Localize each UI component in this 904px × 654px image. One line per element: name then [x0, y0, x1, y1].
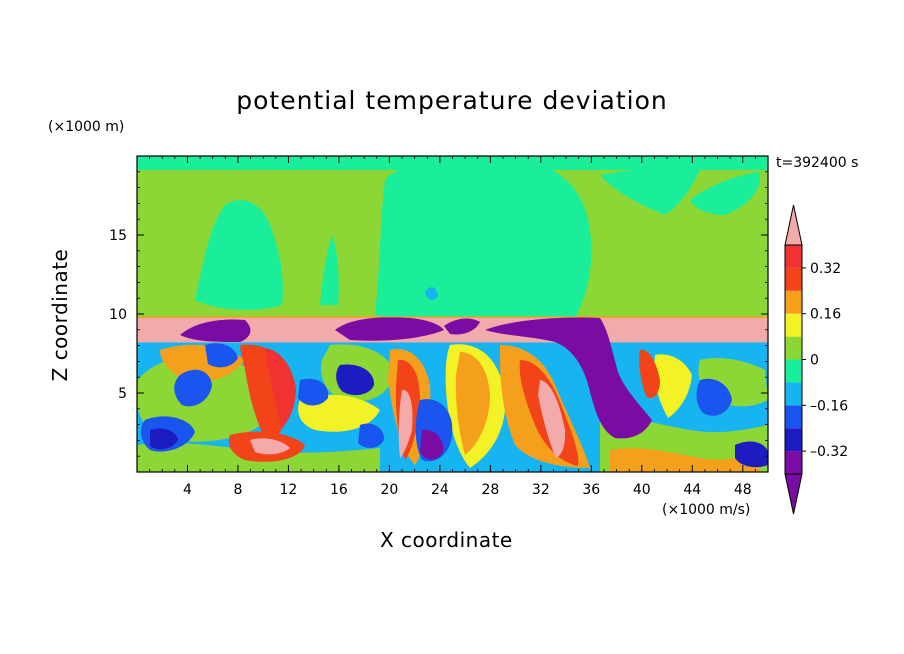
cold-anomaly [180, 319, 251, 342]
upper-plume [600, 167, 700, 215]
upper-plume [320, 235, 339, 305]
x-tick-label: 24 [431, 482, 449, 498]
x-axis-label: X coordinate [380, 528, 513, 552]
y-tick-label: 5 [118, 386, 127, 402]
colorbar-segment [785, 267, 802, 291]
cold-anomaly [358, 423, 385, 448]
upper-plume [690, 172, 761, 215]
cold-anomaly [174, 369, 212, 407]
cold-anomaly [298, 378, 329, 406]
x-tick-label: 20 [380, 482, 398, 498]
eddy-region [265, 348, 296, 428]
upper-plume [425, 287, 438, 301]
colorbar-segment [785, 313, 802, 337]
upper-plume [195, 200, 283, 310]
eddy-region [654, 354, 692, 418]
colorbar-extend-min [784, 473, 803, 515]
eddy-region [610, 448, 760, 472]
chart-title: potential temperature deviation [236, 86, 668, 115]
colorbar-label: 0.32 [810, 261, 841, 277]
colorbar-segment [785, 382, 802, 406]
colorbar-label: 0 [810, 353, 819, 369]
x-tick-label: 48 [734, 482, 752, 498]
x-tick-label: 32 [532, 482, 550, 498]
x-tick-label: 16 [330, 482, 348, 498]
colorbar-segment [785, 405, 802, 429]
colorbar-label: –0.32 [810, 444, 848, 460]
cold-anomaly [205, 343, 238, 368]
x-axis-unit: (×1000 m/s) [662, 502, 751, 518]
colorbar-segment [785, 336, 802, 360]
x-tick-label: 28 [481, 482, 499, 498]
timestamp-label: t=392400 s [776, 155, 859, 171]
eddy-region [398, 389, 413, 458]
colorbar-segment [785, 451, 802, 474]
cold-anomaly [735, 441, 768, 468]
eddy-region [455, 352, 490, 455]
cold-anomaly [485, 317, 652, 439]
cold-anomaly [336, 364, 375, 396]
colorbar-segment [785, 290, 802, 314]
x-tick-label: 8 [233, 482, 242, 498]
y-axis-unit: (×1000 m) [48, 119, 125, 135]
y-tick-label: 10 [109, 307, 127, 323]
cold-anomaly [150, 428, 178, 450]
y-tick-label: 15 [109, 228, 127, 244]
cold-anomaly [444, 318, 480, 335]
colorbar-label: –0.16 [810, 398, 848, 414]
cold-anomaly [420, 429, 444, 460]
x-tick-label: 44 [683, 482, 701, 498]
x-tick-label: 4 [183, 482, 192, 498]
cold-anomaly [335, 317, 444, 341]
cold-anomaly [696, 378, 732, 416]
y-axis-label: Z coordinate [48, 248, 72, 382]
colorbar-segment [785, 359, 802, 383]
x-tick-label: 40 [633, 482, 651, 498]
upper-plume [375, 159, 592, 321]
eddy-region [250, 438, 290, 455]
eddy-region [538, 380, 566, 458]
colorbar-extend-max [784, 204, 803, 246]
x-tick-label: 12 [280, 482, 298, 498]
contour-field [137, 156, 768, 472]
colorbar-segment [785, 245, 802, 268]
colorbar-segment [785, 428, 802, 452]
eddy-region [639, 349, 660, 399]
colorbar-label: 0.16 [810, 307, 841, 323]
colorbar: 0.32 0.16 0 –0.16 –0.32 [784, 204, 848, 515]
x-tick-label: 36 [582, 482, 600, 498]
